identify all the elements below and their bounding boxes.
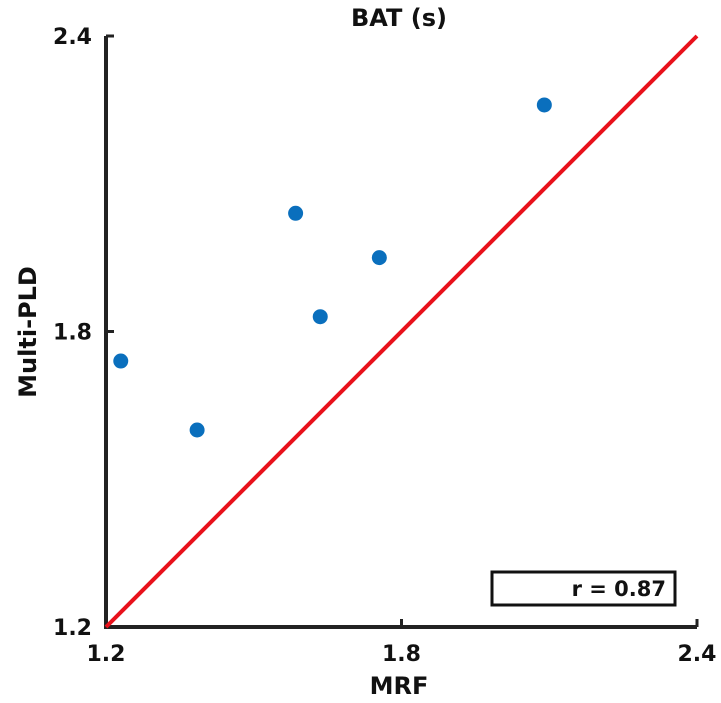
data-point [113,353,129,369]
chart-title: BAT (s) [351,4,447,32]
correlation-annotation: r = 0.87 [490,570,677,607]
axis-ticks: 1.2 1.8 2.4 1.2 1.8 2.4 [53,25,716,667]
y-tick-label: 1.8 [53,321,92,346]
annotation-box [490,570,677,607]
data-point [536,97,552,113]
x-tick-label: 1.2 [87,642,126,667]
data-point [371,250,387,266]
y-tick-label: 2.4 [53,25,92,50]
data-point [189,422,205,438]
x-tick-label: 1.8 [382,642,421,667]
identity-reference-line [104,34,699,629]
data-point [312,309,328,325]
x-tick-label: 2.4 [678,642,717,667]
x-axis-label: MRF [370,672,429,700]
y-axis-label: Multi-PLD [14,266,42,398]
data-points [113,97,552,438]
data-point [288,205,304,221]
y-tick-label: 1.2 [53,616,92,641]
annotation-text: r = 0.87 [572,577,666,601]
